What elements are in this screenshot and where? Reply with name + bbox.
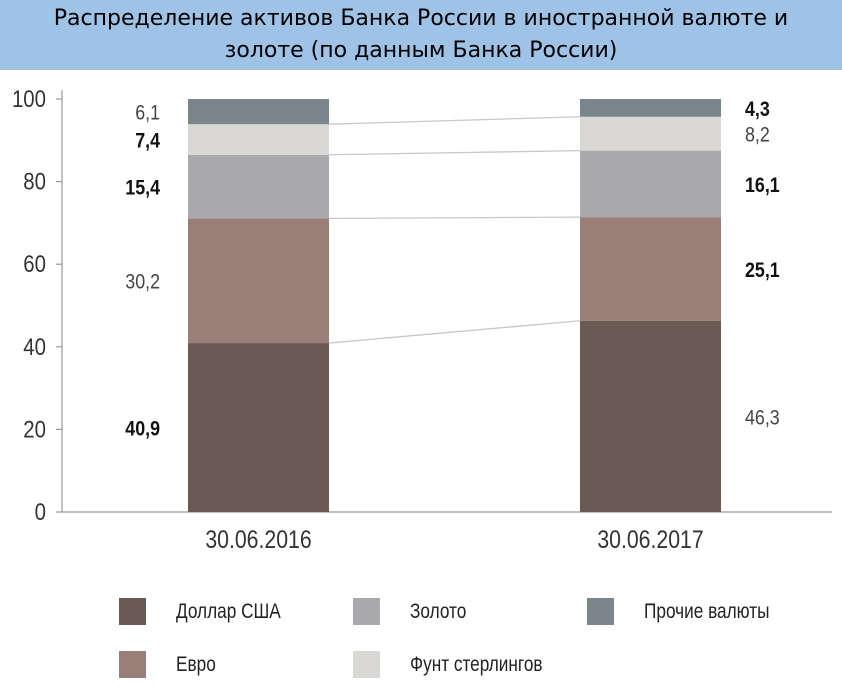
data-label: 7,4 bbox=[135, 129, 160, 153]
bar-segment bbox=[188, 218, 329, 344]
bar-segment bbox=[188, 154, 329, 219]
data-label: 46,3 bbox=[745, 406, 780, 430]
bar-segment bbox=[188, 99, 329, 125]
legend-label: Фунт стерлингов bbox=[410, 652, 543, 676]
legend-item: Прочие валюты bbox=[587, 598, 797, 625]
y-tick-label: 0 bbox=[35, 498, 46, 525]
stacked-bar-chart: 0 20 40 60 80 100 40,9 46,3 30,2 25,1 15,4 16,1 7,4 8… bbox=[12, 85, 832, 553]
data-label: 25,1 bbox=[745, 259, 780, 283]
connector-line bbox=[328, 320, 581, 344]
legend-item: Евро bbox=[119, 651, 225, 678]
y-tick-label: 80 bbox=[23, 168, 46, 195]
data-label: 16,1 bbox=[745, 174, 780, 198]
legend-swatch bbox=[119, 651, 146, 678]
legend-label: Золото bbox=[410, 599, 467, 623]
y-tick-label: 40 bbox=[23, 333, 46, 360]
x-category-label: 30.06.2016 bbox=[205, 525, 311, 553]
connector-line bbox=[328, 216, 581, 220]
y-tick-label: 20 bbox=[23, 416, 46, 443]
legend-label: Евро bbox=[176, 652, 216, 676]
bar-segment bbox=[580, 150, 721, 218]
legend-label: Доллар США bbox=[176, 599, 281, 623]
bar-segment bbox=[580, 217, 721, 321]
legend-swatch bbox=[353, 598, 380, 625]
data-label: 8,2 bbox=[745, 123, 770, 147]
legend-item: Фунт стерлингов bbox=[353, 651, 572, 678]
chart-title: Распределение активов Банка России в ино… bbox=[53, 6, 789, 63]
bar-segment bbox=[580, 99, 721, 117]
data-label: 6,1 bbox=[135, 101, 160, 125]
legend-item: Золото bbox=[353, 598, 479, 625]
connector-line bbox=[328, 149, 581, 156]
y-tick-label: 100 bbox=[12, 85, 46, 112]
data-label: 15,4 bbox=[125, 176, 160, 200]
legend-swatch bbox=[119, 598, 146, 625]
bar-segment bbox=[188, 124, 329, 155]
y-tick-label: 60 bbox=[23, 251, 46, 278]
bar-segment bbox=[188, 343, 329, 512]
connector-line bbox=[328, 116, 581, 125]
x-category-label: 30.06.2017 bbox=[597, 525, 703, 553]
chart-title-bar: Распределение активов Банка России в ино… bbox=[0, 0, 842, 70]
legend-swatch bbox=[353, 651, 380, 678]
legend-item: Доллар США bbox=[119, 598, 304, 625]
data-label: 30,2 bbox=[125, 270, 160, 294]
bar-segment bbox=[580, 320, 721, 512]
legend-label: Прочие валюты bbox=[644, 599, 770, 623]
data-label: 4,3 bbox=[745, 98, 770, 122]
legend-swatch bbox=[587, 598, 614, 625]
data-label: 40,9 bbox=[125, 417, 160, 441]
bar-segment bbox=[580, 116, 721, 151]
